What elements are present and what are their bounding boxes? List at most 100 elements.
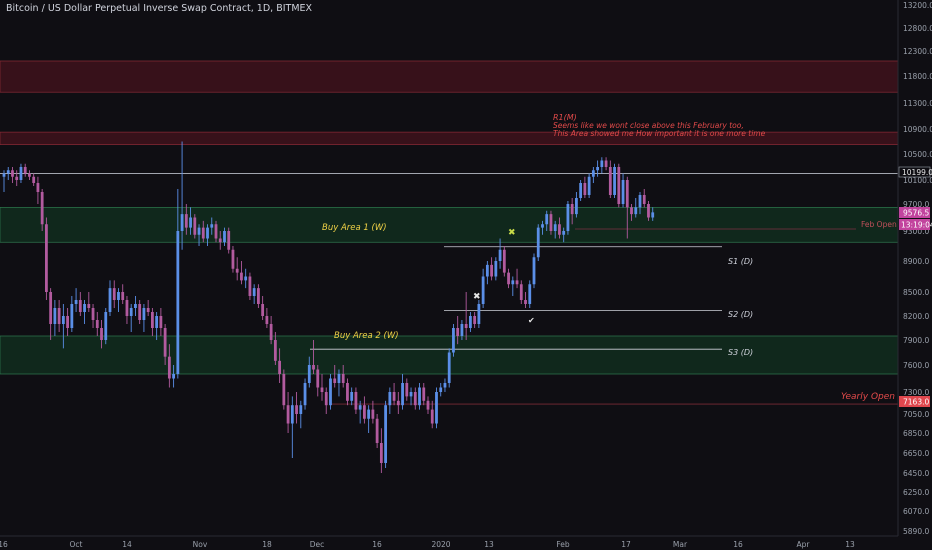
- candle-body: [613, 167, 616, 195]
- candle-body: [337, 374, 341, 383]
- candle-body: [401, 383, 404, 406]
- candle: [647, 201, 650, 221]
- candle-body: [384, 405, 387, 463]
- candle-body: [95, 320, 99, 328]
- candle-body: [647, 204, 650, 218]
- checkmark-icon: ✔: [528, 316, 535, 325]
- candle: [244, 268, 248, 289]
- candle: [354, 387, 358, 414]
- zone-red-0: [0, 60, 899, 93]
- y-tick-label: 9700.0: [903, 200, 929, 209]
- candle-body: [341, 374, 345, 383]
- candle-body: [261, 304, 265, 316]
- candle: [70, 296, 74, 332]
- candle: [418, 383, 421, 410]
- candle: [134, 296, 137, 316]
- y-tick-label: 10100.0: [903, 176, 932, 185]
- candle-body: [104, 312, 108, 340]
- candle-body: [286, 405, 290, 424]
- candle: [324, 387, 328, 414]
- candle-body: [405, 383, 409, 397]
- candle-body: [121, 292, 125, 300]
- y-tick-label: 6850.0: [903, 429, 929, 438]
- candle: [172, 365, 175, 388]
- candle: [307, 356, 311, 388]
- y-tick-label: 11800.0: [903, 72, 932, 81]
- y-tick-label: 7600.0: [903, 361, 929, 370]
- candle-body: [354, 392, 358, 410]
- zones-layer: [0, 60, 899, 375]
- candle-body: [23, 167, 27, 174]
- candle-body: [210, 224, 214, 228]
- candle: [507, 268, 510, 289]
- candle-body: [498, 249, 502, 261]
- candle: [583, 176, 587, 198]
- candle-body: [524, 300, 527, 304]
- candle: [422, 383, 426, 406]
- x-tick-label: Nov: [193, 540, 208, 549]
- candle-body: [299, 405, 303, 414]
- candle: [490, 257, 493, 281]
- candle-body: [151, 312, 154, 328]
- candle-body: [180, 214, 184, 231]
- candle-body: [388, 392, 392, 406]
- candle-body: [32, 176, 36, 183]
- svg-text:7163.0: 7163.0: [903, 398, 929, 407]
- candle: [57, 300, 61, 332]
- candle: [558, 217, 561, 239]
- candle-body: [532, 257, 536, 285]
- candle-body: [587, 176, 591, 195]
- y-tick-label: 8500.0: [903, 288, 929, 297]
- candle: [146, 300, 150, 316]
- candle-body: [443, 383, 447, 388]
- x-tick-label: Apr: [797, 540, 811, 549]
- candle: [108, 280, 112, 316]
- candle: [541, 220, 544, 235]
- candle: [218, 231, 222, 250]
- x-tick-label: Feb: [556, 540, 570, 549]
- candle: [125, 296, 129, 324]
- candle: [371, 400, 375, 424]
- candle-body: [481, 276, 485, 304]
- y-tick-label: 8900.0: [903, 257, 929, 266]
- candle-body: [112, 288, 116, 300]
- candle-body: [630, 207, 633, 215]
- candle: [83, 300, 86, 324]
- candle-body: [350, 392, 354, 401]
- candle: [197, 224, 201, 246]
- candle: [11, 167, 14, 183]
- candle: [443, 378, 447, 392]
- y-tick-label: 10500.0: [903, 150, 932, 159]
- candle-body: [36, 183, 40, 192]
- candle: [201, 220, 205, 243]
- candle-body: [70, 304, 74, 328]
- candle-body: [545, 214, 549, 225]
- candle: [341, 365, 345, 388]
- candle: [634, 198, 638, 218]
- candle-body: [15, 176, 19, 180]
- candle-body: [282, 374, 286, 406]
- candle-body: [316, 369, 320, 388]
- candle: [494, 257, 498, 281]
- candle: [363, 396, 366, 424]
- candle: [78, 292, 82, 316]
- price-axis[interactable]: 13200.0 12800.0 12300.0 11800.0 11300.0 10900…: [903, 1, 932, 536]
- candle-body: [6, 170, 10, 174]
- candle-body: [235, 268, 239, 273]
- candle: [545, 210, 549, 231]
- candle: [346, 378, 349, 406]
- candles-layer: [2, 141, 655, 473]
- candle: [413, 387, 417, 410]
- candle-body: [108, 288, 112, 312]
- time-axis[interactable]: 16 Oct 14 Nov 18 Dec 16 2020 13 Feb 17 Mar 16 Apr 13: [0, 540, 855, 549]
- candle-body: [163, 328, 167, 357]
- candle-body: [184, 214, 188, 228]
- candle: [549, 210, 553, 235]
- candle: [464, 292, 468, 340]
- candle-body: [579, 183, 583, 198]
- candle-body: [447, 352, 451, 383]
- x-tick-label: 13: [484, 540, 494, 549]
- candle-body: [206, 227, 209, 239]
- candle: [129, 304, 133, 332]
